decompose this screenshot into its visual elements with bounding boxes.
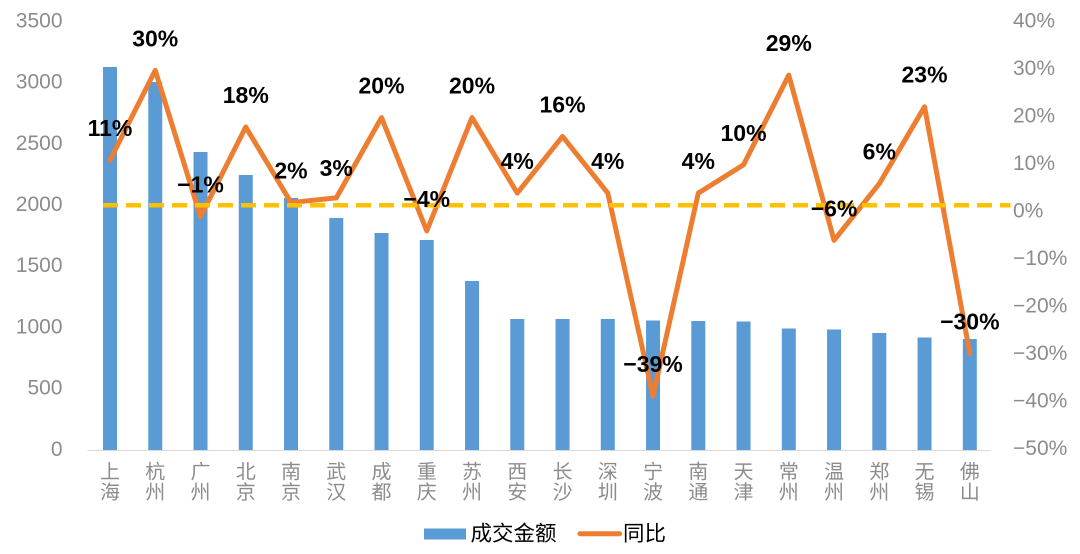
svg-text:−30%: −30% <box>940 309 999 335</box>
svg-text:16%: 16% <box>540 91 586 117</box>
svg-text:0: 0 <box>51 438 63 461</box>
svg-text:−6%: −6% <box>811 195 858 221</box>
svg-text:0%: 0% <box>1013 200 1043 223</box>
svg-text:4%: 4% <box>591 148 624 174</box>
svg-text:18%: 18% <box>223 82 269 108</box>
svg-text:3000: 3000 <box>16 71 63 94</box>
svg-text:2500: 2500 <box>16 132 63 155</box>
svg-text:−30%: −30% <box>1013 342 1067 365</box>
svg-text:10%: 10% <box>721 120 767 146</box>
svg-text:6%: 6% <box>863 139 896 165</box>
svg-text:4%: 4% <box>682 148 715 174</box>
svg-text:20%: 20% <box>1013 105 1055 128</box>
svg-text:10%: 10% <box>1013 152 1055 175</box>
svg-text:29%: 29% <box>766 30 812 56</box>
svg-text:4%: 4% <box>501 148 534 174</box>
svg-text:−10%: −10% <box>1013 247 1067 270</box>
svg-text:−39%: −39% <box>623 351 682 377</box>
svg-text:23%: 23% <box>902 62 948 88</box>
svg-text:30%: 30% <box>1013 57 1055 80</box>
svg-text:−50%: −50% <box>1013 437 1067 460</box>
svg-text:20%: 20% <box>358 73 404 99</box>
svg-text:30%: 30% <box>132 25 178 51</box>
svg-text:40%: 40% <box>1013 10 1055 33</box>
svg-text:−1%: −1% <box>177 172 224 198</box>
svg-text:2000: 2000 <box>16 193 63 216</box>
svg-text:3500: 3500 <box>16 9 63 32</box>
svg-text:20%: 20% <box>449 73 495 99</box>
svg-text:1500: 1500 <box>16 254 63 277</box>
svg-text:1000: 1000 <box>16 315 63 338</box>
svg-text:−4%: −4% <box>403 186 450 212</box>
svg-text:−40%: −40% <box>1013 390 1067 413</box>
svg-text:3%: 3% <box>320 155 353 181</box>
svg-text:2%: 2% <box>274 158 307 184</box>
svg-text:11%: 11% <box>88 115 133 141</box>
svg-text:500: 500 <box>27 377 62 400</box>
svg-text:−20%: −20% <box>1013 295 1067 318</box>
